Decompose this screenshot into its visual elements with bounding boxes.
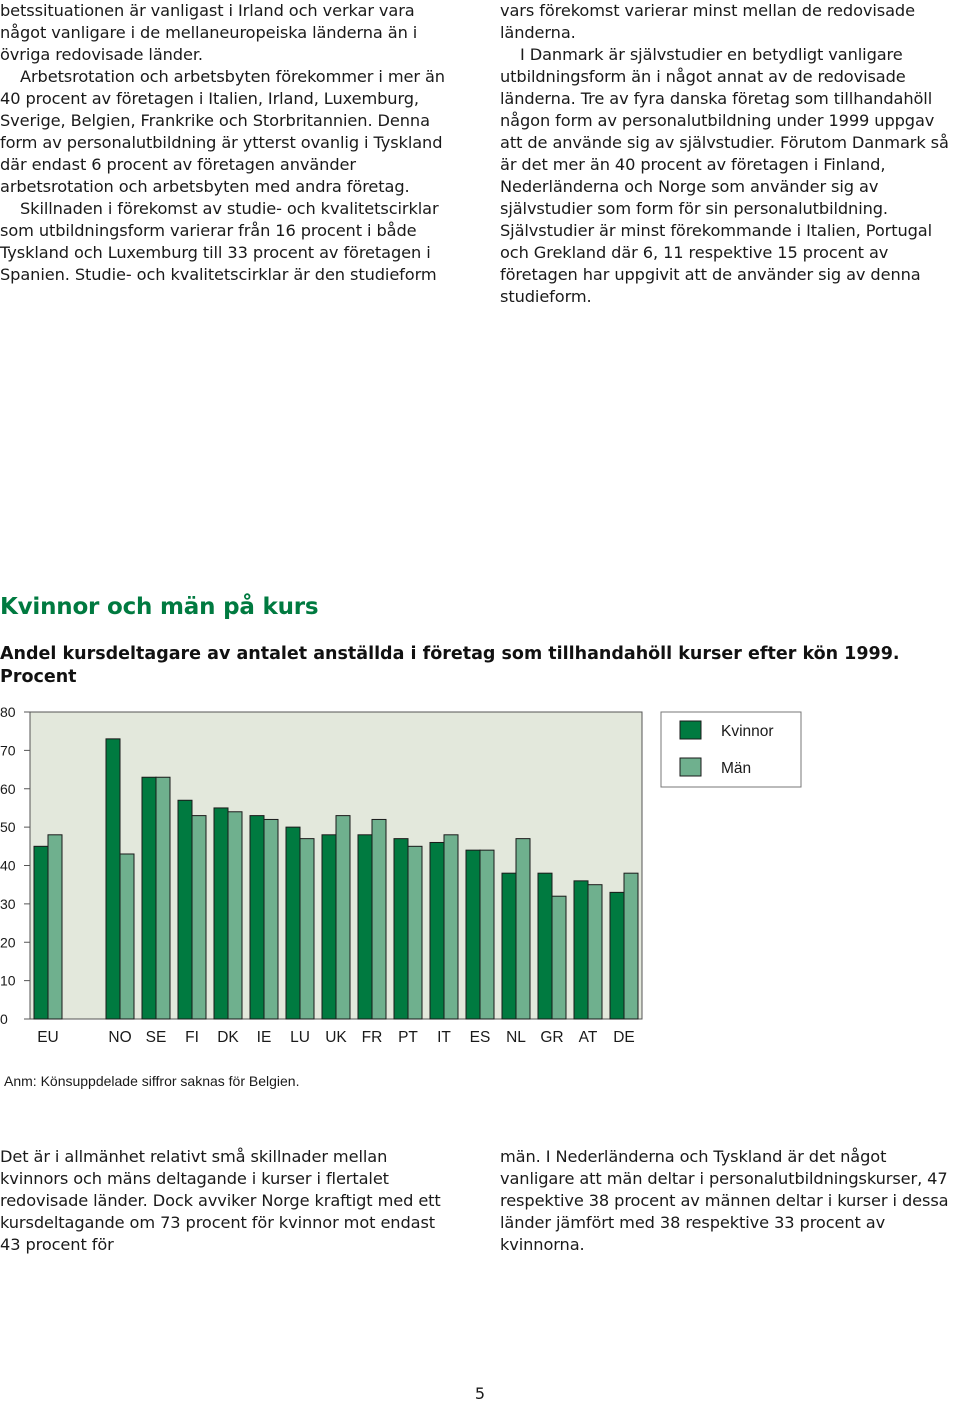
bar-uk-man bbox=[335, 815, 351, 1020]
bar-nl-kvinnor bbox=[501, 872, 517, 1020]
paragraph: Arbetsrotation och arbetsbyten förekomme… bbox=[0, 67, 445, 196]
bar-at-man bbox=[587, 884, 603, 1020]
bar-es-kvinnor bbox=[465, 849, 481, 1020]
y-axis-ticks: 0 10 20 30 40 50 60 70 80 bbox=[0, 704, 30, 1027]
bar-fi-kvinnor bbox=[177, 799, 193, 1020]
x-tick-label: GR bbox=[540, 1029, 563, 1046]
x-tick-label: IE bbox=[257, 1029, 272, 1046]
legend-label-man: Män bbox=[721, 760, 751, 777]
paragraph: Det är i allmänhet relativt små skillnad… bbox=[0, 1147, 441, 1254]
section-heading: Kvinnor och män på kurs bbox=[0, 594, 319, 620]
bar-no-man bbox=[119, 853, 135, 1020]
legend-label-kvinnor: Kvinnor bbox=[721, 723, 774, 740]
y-tick-label: 50 bbox=[0, 819, 16, 835]
y-tick-label: 30 bbox=[0, 896, 16, 912]
text-column-top-left: betssituationen är vanligast i Irland oc… bbox=[0, 0, 460, 286]
paragraph: män. I Nederländerna och Tyskland är det… bbox=[500, 1147, 949, 1254]
y-tick-label: 20 bbox=[0, 934, 16, 950]
bar-de-kvinnor bbox=[609, 891, 625, 1020]
bar-se-man bbox=[155, 776, 171, 1020]
paragraph: I Danmark är självstudier en betydligt v… bbox=[500, 45, 949, 306]
bar-nl-man bbox=[515, 838, 531, 1020]
text-column-top-right: vars förekomst varierar minst mellan de … bbox=[500, 0, 960, 308]
bar-eu-kvinnor bbox=[33, 845, 49, 1020]
chart-note: Anm: Könsuppdelade siffror saknas för Be… bbox=[4, 1073, 300, 1089]
x-tick-label: NO bbox=[108, 1029, 131, 1046]
paragraph: vars förekomst varierar minst mellan de … bbox=[500, 1, 915, 42]
bar-uk-kvinnor bbox=[321, 834, 337, 1020]
bar-it-man bbox=[443, 834, 459, 1020]
bar-ie-kvinnor bbox=[249, 815, 265, 1020]
bar-es-man bbox=[479, 849, 495, 1020]
bar-dk-man bbox=[227, 811, 243, 1020]
bar-at-kvinnor bbox=[573, 880, 589, 1020]
y-tick-label: 80 bbox=[0, 704, 16, 720]
bar-it-kvinnor bbox=[429, 841, 445, 1020]
x-tick-label: AT bbox=[579, 1029, 598, 1046]
legend: Kvinnor Män bbox=[660, 711, 802, 788]
x-tick-label: EU bbox=[37, 1029, 59, 1046]
figure-title: Andel kursdeltagare av antalet anställda… bbox=[0, 644, 900, 687]
paragraph: betssituationen är vanligast i Irland oc… bbox=[0, 1, 418, 64]
bar-lu-man bbox=[299, 838, 315, 1020]
x-tick-label: FR bbox=[362, 1029, 383, 1046]
x-tick-label: NL bbox=[506, 1029, 526, 1046]
y-tick-label: 10 bbox=[0, 973, 16, 989]
legend-swatch-kvinnor bbox=[679, 720, 702, 740]
x-axis-labels: EU NO SE FI DK IE LU UK FR PT IT ES NL GR AT DE bbox=[37, 1029, 635, 1046]
bar-no-kvinnor bbox=[105, 738, 121, 1020]
bar-gr-kvinnor bbox=[537, 872, 553, 1020]
legend-swatch-man bbox=[679, 757, 702, 777]
bar-fr-man bbox=[371, 818, 387, 1020]
x-tick-label: FI bbox=[185, 1029, 199, 1046]
x-tick-label: IT bbox=[437, 1029, 451, 1046]
y-tick-label: 60 bbox=[0, 781, 16, 797]
bar-ie-man bbox=[263, 818, 279, 1020]
bar-lu-kvinnor bbox=[285, 826, 301, 1020]
bar-dk-kvinnor bbox=[213, 807, 229, 1020]
bars bbox=[33, 738, 639, 1020]
x-tick-label: ES bbox=[470, 1029, 491, 1046]
y-tick-label: 0 bbox=[0, 1011, 8, 1027]
y-tick-label: 40 bbox=[0, 858, 16, 874]
x-tick-label: DK bbox=[217, 1029, 239, 1046]
text-column-bottom-left: Det är i allmänhet relativt små skillnad… bbox=[0, 1146, 460, 1256]
bar-pt-kvinnor bbox=[393, 838, 409, 1020]
x-tick-label: SE bbox=[146, 1029, 167, 1046]
bar-se-kvinnor bbox=[141, 776, 157, 1020]
x-tick-label: UK bbox=[325, 1029, 347, 1046]
bar-eu-man bbox=[47, 834, 63, 1020]
paragraph: Skillnaden i förekomst av studie- och kv… bbox=[0, 199, 439, 284]
bar-fr-kvinnor bbox=[357, 834, 373, 1020]
bar-de-man bbox=[623, 872, 639, 1020]
x-tick-label: DE bbox=[613, 1029, 635, 1046]
bar-chart: 0 10 20 30 40 50 60 70 80 EU NO SE FI DK IE LU UK FR PT IT… bbox=[0, 704, 802, 1046]
x-tick-label: PT bbox=[398, 1029, 418, 1046]
y-tick-label: 70 bbox=[0, 742, 16, 758]
text-column-bottom-right: män. I Nederländerna och Tyskland är det… bbox=[500, 1146, 960, 1256]
bar-pt-man bbox=[407, 845, 423, 1020]
bar-gr-man bbox=[551, 895, 567, 1020]
x-tick-label: LU bbox=[290, 1029, 310, 1046]
page-number: 5 bbox=[474, 1384, 486, 1403]
bar-fi-man bbox=[191, 815, 207, 1020]
